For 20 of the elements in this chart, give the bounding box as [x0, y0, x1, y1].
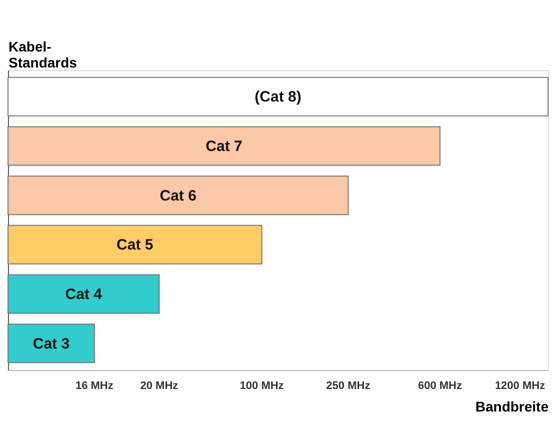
- text: 250 MHz: [326, 380, 371, 392]
- text: 1200 MHz: [494, 380, 546, 392]
- bar: [8, 126, 440, 166]
- y-tick-label: Cat 6: [160, 187, 196, 204]
- bar: [8, 324, 95, 364]
- bar: [8, 224, 262, 264]
- text: 16 MHz: [75, 380, 114, 392]
- y-tick-label: (Cat 8): [254, 88, 302, 106]
- x-axis-title: Bandbreite: [475, 398, 549, 414]
- text: 600 MHz: [418, 380, 462, 392]
- bar: [8, 274, 160, 314]
- y-axis-title: Kabel- Standards: [8, 38, 78, 70]
- bar: [8, 176, 349, 216]
- y-tick-label: Cat 5: [116, 236, 154, 254]
- y-tick-label: Cat 4: [65, 286, 103, 304]
- text: 100 MHz: [240, 380, 284, 392]
- y-tick-label: Cat 7: [206, 138, 242, 155]
- bar: [8, 76, 548, 116]
- y-tick-label: Cat 3: [32, 335, 70, 352]
- text: 20 MHz: [140, 380, 179, 392]
